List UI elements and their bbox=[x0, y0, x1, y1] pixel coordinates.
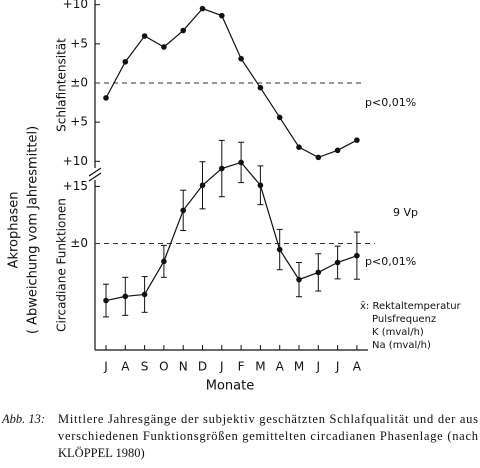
data-point bbox=[141, 33, 148, 39]
data-point bbox=[296, 276, 302, 283]
x-tick-label: S bbox=[141, 360, 149, 374]
data-point bbox=[219, 12, 225, 19]
caption-line: Mittlere Jahresgänge der subjektiv gesch… bbox=[58, 412, 478, 426]
data-point bbox=[161, 258, 167, 265]
ylabel-line: Akrophasen bbox=[7, 192, 22, 269]
caption-line: KLÖPPEL 1980) bbox=[58, 446, 145, 460]
caption-label: Abb. 13: bbox=[1, 412, 45, 426]
data-point bbox=[238, 55, 244, 62]
data-point bbox=[141, 291, 148, 298]
series-line bbox=[105, 7, 358, 159]
data-point bbox=[257, 182, 264, 189]
x-tick-label: J bbox=[335, 360, 340, 374]
data-point bbox=[315, 269, 322, 276]
y-tick-label: +5 bbox=[70, 36, 88, 50]
y-tick-label: +10 bbox=[63, 0, 88, 11]
data-point bbox=[122, 59, 129, 65]
x-tick-label: F bbox=[238, 360, 245, 374]
caption-line: verschiedenen Funktionsgrößen gemittelte… bbox=[58, 429, 479, 443]
x-tick-label: M bbox=[294, 360, 304, 374]
y-tick-label: +15 bbox=[63, 179, 88, 193]
y-tick-label: +10 bbox=[63, 154, 88, 168]
y-tick-label: ±0 bbox=[70, 236, 88, 250]
panel-ylabel: Schlafintensität bbox=[55, 38, 69, 132]
axis-break bbox=[88, 167, 102, 177]
data-point bbox=[199, 5, 206, 12]
data-point bbox=[180, 207, 186, 214]
x-tick-label: J bbox=[219, 360, 224, 374]
x-tick-label: J bbox=[316, 360, 321, 374]
series-line bbox=[105, 161, 358, 302]
data-point bbox=[354, 252, 360, 259]
ylabel-line: ( Abweichung vom Jahresmittel) bbox=[26, 126, 41, 334]
annotation: 9 Vp bbox=[393, 206, 418, 219]
data-point bbox=[161, 44, 167, 50]
panel-ylabel: Circadiane Funktionen bbox=[55, 198, 69, 332]
annotation: p<0,01% bbox=[365, 255, 416, 268]
data-point bbox=[219, 165, 225, 172]
legend-text: x̄: Rektaltemperatur bbox=[360, 301, 462, 312]
data-point bbox=[180, 27, 186, 34]
data-point bbox=[103, 297, 109, 304]
x-tick-label: A bbox=[276, 360, 285, 374]
data-point bbox=[276, 246, 283, 253]
annotation: p<0,01% bbox=[365, 96, 416, 109]
data-point bbox=[296, 144, 302, 151]
data-point bbox=[238, 159, 244, 166]
y-tick-label: +5 bbox=[70, 115, 88, 129]
x-tick-label: O bbox=[159, 360, 168, 374]
y-tick-label: ±0 bbox=[70, 76, 88, 90]
legend-text: Na (mval/h) bbox=[372, 340, 431, 351]
x-tick-label: N bbox=[179, 360, 188, 374]
data-point bbox=[334, 147, 341, 154]
x-tick-label: A bbox=[353, 360, 362, 374]
data-point bbox=[354, 137, 360, 143]
data-point bbox=[103, 95, 109, 101]
x-tick-label: A bbox=[121, 360, 130, 374]
x-tick-label: J bbox=[103, 360, 108, 374]
data-point bbox=[334, 259, 341, 266]
legend-text: Pulsfrequenz bbox=[372, 314, 436, 325]
data-point bbox=[122, 293, 129, 300]
data-point bbox=[315, 154, 322, 161]
x-axis-label: Monate bbox=[206, 379, 254, 394]
x-tick-label: D bbox=[198, 360, 207, 374]
data-point bbox=[199, 182, 206, 189]
axis-break bbox=[88, 172, 102, 182]
x-tick-label: M bbox=[255, 360, 265, 374]
legend-text: K (mval/h) bbox=[372, 327, 424, 338]
data-point bbox=[276, 114, 283, 121]
data-point bbox=[257, 84, 264, 91]
